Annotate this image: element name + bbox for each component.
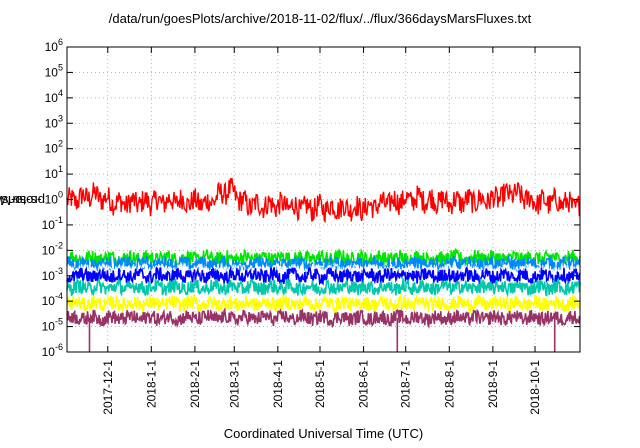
y-tick-label: 10-4 bbox=[42, 291, 63, 308]
y-tick-label: 10-1 bbox=[42, 215, 63, 232]
series-line-ffff00 bbox=[66, 292, 581, 315]
x-tick-label: 2018-8-1 bbox=[442, 360, 456, 408]
x-tick-label: 2017-12-1 bbox=[101, 360, 115, 415]
y-tick-label: 102 bbox=[45, 139, 63, 156]
series-line-0000ff bbox=[66, 266, 581, 286]
axes: 10-6 10-5 10-4 10-3 10-2 10-1 100 101 102 103 104 1… bbox=[42, 37, 581, 415]
series-line-00e600 bbox=[66, 247, 581, 270]
y-tick-label: 101 bbox=[45, 164, 63, 181]
y-tick-label: 100 bbox=[45, 190, 63, 207]
x-tick-label: 2018-1-1 bbox=[144, 360, 158, 408]
series-line-00c8a8 bbox=[66, 276, 581, 298]
x-tick-label: 2018-10-1 bbox=[528, 360, 542, 415]
x-tick-label: 2018-9-1 bbox=[486, 360, 500, 408]
x-axis-label: Coordinated Universal Time (UTC) bbox=[223, 426, 424, 441]
chart-title: /data/run/goesPlots/archive/2018-11-02/f… bbox=[108, 11, 532, 26]
x-tick-label: 2018-3-1 bbox=[227, 360, 241, 408]
y-tick-label: 104 bbox=[45, 88, 63, 105]
series-group bbox=[66, 177, 581, 352]
series-line-993366 bbox=[66, 307, 581, 330]
x-tick-label: 2018-6-1 bbox=[357, 360, 371, 408]
y-tick-label: 10-2 bbox=[42, 240, 63, 257]
x-tick-label: 2018-5-1 bbox=[313, 360, 327, 408]
y-tick-label: 103 bbox=[45, 113, 63, 130]
x-tick-label: 2018-7-1 bbox=[399, 360, 413, 408]
series-line-red bbox=[66, 177, 580, 224]
y-tick-label: 10-5 bbox=[42, 317, 63, 334]
y-tick-label: 106 bbox=[45, 37, 63, 54]
y-tick-label: 10-6 bbox=[42, 342, 63, 359]
y-tick-label: 105 bbox=[45, 62, 63, 79]
x-tick-label: 2018-2-1 bbox=[188, 360, 202, 408]
x-tick-label: 2018-4-1 bbox=[271, 360, 285, 408]
y-tick-label: 10-3 bbox=[42, 266, 63, 283]
